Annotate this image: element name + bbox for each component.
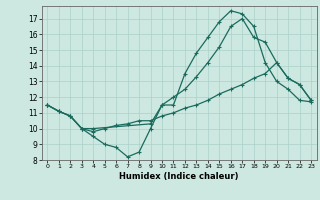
- X-axis label: Humidex (Indice chaleur): Humidex (Indice chaleur): [119, 172, 239, 181]
